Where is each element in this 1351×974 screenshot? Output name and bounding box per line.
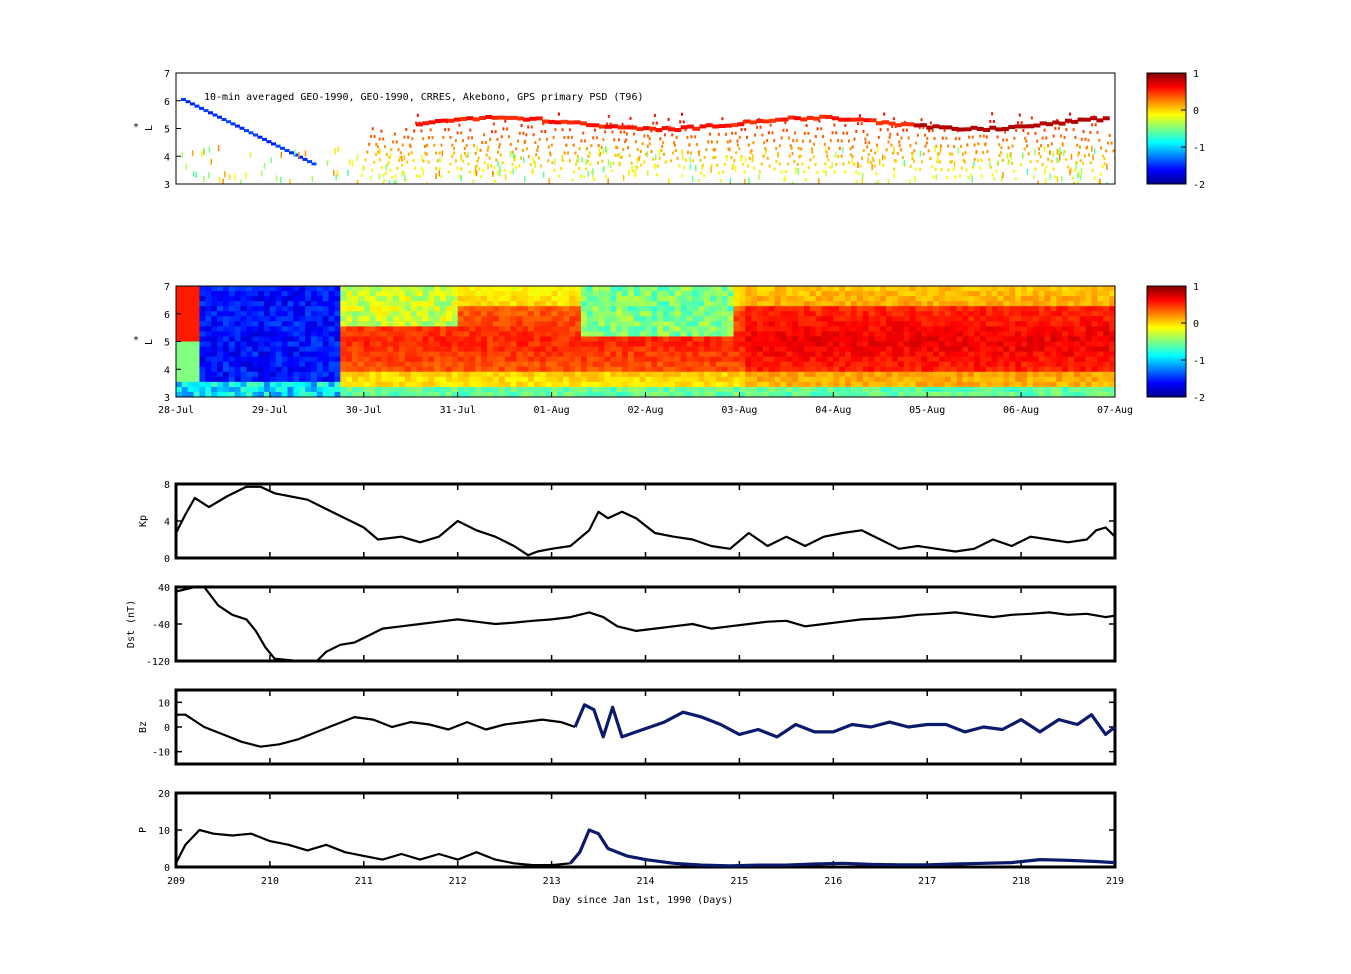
psd-model-xtick-label: 01-Aug xyxy=(534,405,570,416)
pdyn-series-line-hires xyxy=(569,828,1116,868)
psd-model-xtick-label: 31-Jul xyxy=(440,405,476,416)
pdyn-xtick-label: 215 xyxy=(730,876,748,887)
dst-ytick-label: -120 xyxy=(146,657,170,668)
panel-pdyn: 209 210 211 212 213 214 215 216 217 218 219 0 10 20 P xyxy=(138,789,1124,887)
psd-model-ytick-label: 3 xyxy=(164,393,170,404)
psd-model-ytick-label: 6 xyxy=(164,310,170,321)
psd-observed-ylabel: L xyxy=(144,125,155,131)
dst-ytick-label: 40 xyxy=(158,583,170,594)
panel-dst-frame xyxy=(174,585,1117,663)
colorbar-observed-colorbar-tick: 1 xyxy=(1193,69,1199,80)
colorbar-model xyxy=(1146,285,1187,398)
psd-model-field xyxy=(176,286,1115,397)
psd-model-ylabel-star: * xyxy=(133,335,139,346)
kp-ytick-label: 4 xyxy=(164,517,170,528)
pdyn-xtick-label: 210 xyxy=(261,876,279,887)
panel-psd-observed: 10-min averaged GEO-1990, GEO-1990, CRRE… xyxy=(133,69,1205,191)
pdyn-xtick-label: 211 xyxy=(355,876,373,887)
bz-ytick-label: -10 xyxy=(152,748,170,759)
panel-dst: -120 -40 40 Dst (nT) xyxy=(126,583,1117,668)
bz-ylabel: Bz xyxy=(138,721,149,733)
bz-series-line xyxy=(176,713,576,748)
pdyn-xtick-label: 209 xyxy=(167,876,185,887)
kp-ytick-label: 0 xyxy=(164,554,170,565)
colorbar-observed-colorbar-tick: 0 xyxy=(1193,106,1199,117)
dst-series-line xyxy=(175,585,1116,663)
kp-ytick-label: 8 xyxy=(164,480,170,491)
pdyn-series-line xyxy=(175,828,571,867)
pdyn-ytick-label: 20 xyxy=(158,789,170,800)
pdyn-xtick-label: 214 xyxy=(636,876,654,887)
psd-observed-ytick-label: 4 xyxy=(164,152,170,163)
panel-pdyn-frame xyxy=(174,791,1117,869)
psd-observed-ylabel-star: * xyxy=(133,122,139,133)
pdyn-xtick-label: 217 xyxy=(918,876,936,887)
colorbar-model-colorbar-tick: -1 xyxy=(1193,356,1205,367)
pdyn-xtick-label: 218 xyxy=(1012,876,1030,887)
psd-model-xtick-label: 07-Aug xyxy=(1097,405,1133,416)
colorbar-model-colorbar-tick: 1 xyxy=(1193,282,1199,293)
bz-ytick-label: 10 xyxy=(158,698,170,709)
dst-ytick-label: -40 xyxy=(152,620,170,631)
kp-series-line xyxy=(175,485,1116,557)
psd-model-xtick-label: 06-Aug xyxy=(1003,405,1039,416)
psd-observed-samples xyxy=(181,98,1115,184)
colorbar-observed xyxy=(1146,72,1187,185)
psd-model-xtick-label: 03-Aug xyxy=(721,405,757,416)
colorbar-observed-colorbar-tick: -1 xyxy=(1193,143,1205,154)
kp-ylabel: Kp xyxy=(138,515,149,527)
psd-model-ylabel: L xyxy=(144,339,155,345)
pdyn-ytick-label: 10 xyxy=(158,826,170,837)
panel-kp-frame xyxy=(174,482,1117,560)
pdyn-xtick-label: 213 xyxy=(543,876,561,887)
psd-model-xtick-label: 05-Aug xyxy=(909,405,945,416)
bz-series-line-hires xyxy=(573,703,1116,739)
psd-observed-ytick-label: 7 xyxy=(164,69,170,80)
psd-observed-ytick-label: 5 xyxy=(164,125,170,136)
psd-model-xtick-label: 04-Aug xyxy=(815,405,851,416)
psd-observed-ytick-label: 6 xyxy=(164,97,170,108)
psd-observed-ytick-label: 3 xyxy=(164,180,170,191)
psd-observed-annotation: 10-min averaged GEO-1990, GEO-1990, CRRE… xyxy=(204,92,644,103)
psd-model-ytick-label: 4 xyxy=(164,365,170,376)
panel-bz: -10 0 10 Bz xyxy=(138,688,1117,766)
psd-model-ytick-label: 7 xyxy=(164,282,170,293)
pdyn-xtick-label: 219 xyxy=(1106,876,1124,887)
x-axis-label: Day since Jan 1st, 1990 (Days) xyxy=(553,895,734,906)
pdyn-ylabel: P xyxy=(138,827,149,833)
colorbar-model-colorbar-tick: -2 xyxy=(1193,393,1205,404)
psd-model-xtick-label: 28-Jul xyxy=(158,405,194,416)
psd-model-xtick-label: 02-Aug xyxy=(627,405,663,416)
colorbar-observed-colorbar-tick: -2 xyxy=(1193,180,1205,191)
psd-model-xtick-label: 30-Jul xyxy=(346,405,382,416)
pdyn-xtick-label: 216 xyxy=(824,876,842,887)
pdyn-ytick-label: 0 xyxy=(164,863,170,874)
psd-model-xtick-label: 29-Jul xyxy=(252,405,288,416)
psd-model-ytick-label: 5 xyxy=(164,338,170,349)
panel-psd-model: 3 4 5 6 7 28-Jul 29-Jul 30-Jul 31-Jul 01-Aug 02-A… xyxy=(133,282,1205,416)
dst-ylabel: Dst (nT) xyxy=(126,600,137,648)
panel-kp: 0 4 8 Kp xyxy=(138,480,1117,565)
bz-ytick-label: 0 xyxy=(164,723,170,734)
pdyn-xtick-label: 212 xyxy=(449,876,467,887)
colorbar-model-colorbar-tick: 0 xyxy=(1193,319,1199,330)
